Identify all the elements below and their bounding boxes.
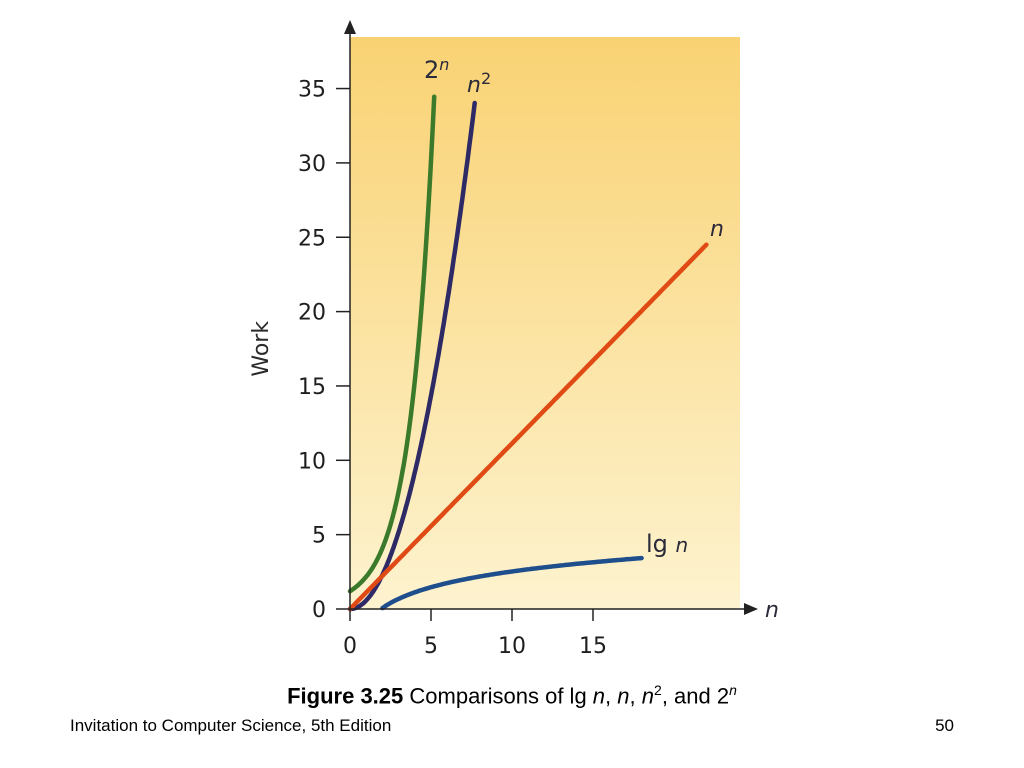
y-tick-label: 30	[298, 152, 326, 177]
x-tick-label: 0	[343, 634, 357, 659]
y-tick-label: 20	[298, 301, 326, 326]
x-tick-label: 10	[498, 634, 526, 659]
x-tick-label: 5	[424, 634, 438, 659]
y-tick-label: 25	[298, 226, 326, 251]
y-tick-label: 5	[312, 524, 326, 549]
figure-caption: Figure 3.25 Comparisons of lg n, n, n2, …	[0, 682, 1024, 709]
y-tick-label: 15	[298, 375, 326, 400]
series-label-n: n	[710, 217, 724, 242]
series-line-2-n	[347, 94, 437, 594]
caption-n3: n	[641, 683, 655, 709]
caption-sep2: ,	[629, 683, 642, 709]
series-label-lg-n: lg n	[646, 530, 688, 558]
series-line-n	[347, 242, 709, 612]
series-label-n-2: n2	[467, 69, 491, 98]
x-tick-label: 15	[579, 634, 607, 659]
caption-sep3: , and 2	[661, 683, 730, 709]
plot-background	[350, 37, 740, 609]
caption-sep1: ,	[605, 683, 618, 709]
caption-n4-sup: n	[729, 682, 737, 698]
series-line-n-2	[347, 100, 477, 612]
y-tick-label: 35	[298, 78, 326, 103]
x-axis-label: n	[765, 598, 779, 623]
caption-text: Comparisons of lg	[403, 683, 593, 709]
caption-n1: n	[592, 683, 606, 709]
series-line-lg-n	[380, 555, 644, 611]
y-axis-arrow	[344, 20, 356, 34]
series-label-2-n: 2n	[424, 55, 449, 84]
y-tick-label: 0	[312, 598, 326, 623]
caption-figure-number: Figure 3.25	[287, 683, 404, 709]
y-axis-label: Work	[249, 321, 274, 377]
footer-book-title: Invitation to Computer Science, 5th Edit…	[70, 716, 392, 735]
footer-page-number: 50	[935, 716, 954, 735]
x-axis-arrow	[744, 603, 758, 615]
y-tick-label: 10	[298, 449, 326, 474]
caption-n2: n	[617, 683, 630, 709]
caption-n3-sup: 2	[654, 682, 662, 698]
